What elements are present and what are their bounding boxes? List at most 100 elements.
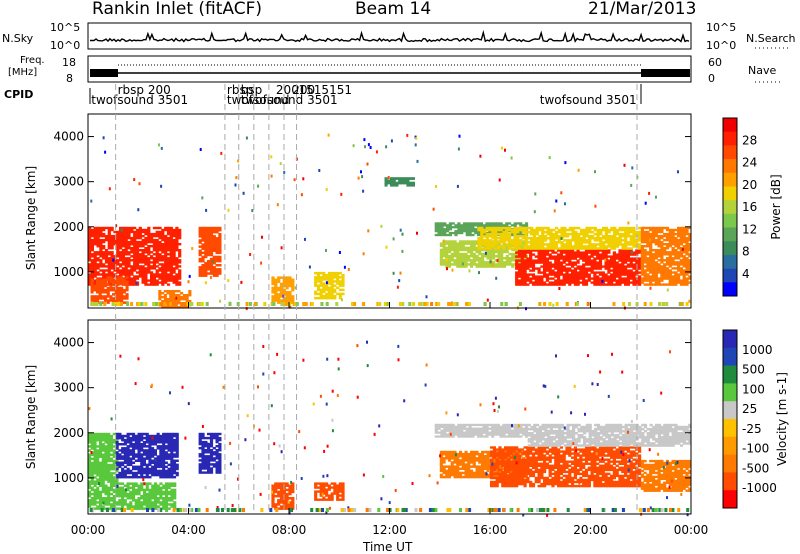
heatmap-cell <box>468 226 472 229</box>
heatmap-cell <box>338 296 342 300</box>
heatmap-cell <box>109 459 113 463</box>
heatmap-cell <box>104 265 109 268</box>
heatmap-cell <box>322 296 326 300</box>
heatmap-cell <box>170 441 174 444</box>
heatmap-cell <box>453 242 457 245</box>
heatmap-cell <box>198 230 202 234</box>
heatmap-cell <box>151 467 155 471</box>
heatmap-cell <box>494 241 498 244</box>
heatmap-cell <box>338 251 341 254</box>
heatmap-cell <box>162 469 166 473</box>
heatmap-cell <box>607 281 611 284</box>
heatmap-cell <box>640 263 644 266</box>
heatmap-cell <box>398 179 402 183</box>
heatmap-cell <box>164 499 168 502</box>
heatmap-cell <box>207 230 211 234</box>
heatmap-cell <box>164 279 168 282</box>
heatmap-cell <box>494 228 498 232</box>
heatmap-cell <box>121 443 125 446</box>
heatmap-cell <box>88 472 92 475</box>
heatmap-cell <box>93 297 97 300</box>
heatmap-cell <box>540 261 544 264</box>
heatmap-cell <box>169 290 173 293</box>
heatmap-cell <box>671 234 675 238</box>
heatmap-cell <box>134 459 138 462</box>
heatmap-cell <box>99 265 103 268</box>
heatmap-cell <box>99 478 103 481</box>
heatmap-cell <box>439 244 443 247</box>
heatmap-cell <box>138 271 142 274</box>
heatmap-cell <box>141 265 145 268</box>
heatmap-cell <box>123 457 127 460</box>
heatmap-cell <box>145 465 149 469</box>
heatmap-cell <box>151 497 155 500</box>
heatmap-cell <box>159 490 163 494</box>
heatmap-cell <box>271 299 275 302</box>
heatmap-cell <box>679 283 683 286</box>
heatmap-cell <box>144 263 148 266</box>
heatmap-cell <box>115 432 119 436</box>
heatmap-cell <box>271 488 275 492</box>
heatmap-cell <box>148 490 152 494</box>
heatmap-cell <box>551 265 555 268</box>
heatmap-cell <box>472 257 476 260</box>
heatmap-cell <box>435 302 439 306</box>
heatmap-cell <box>107 490 111 494</box>
heatmap-cell <box>395 181 399 185</box>
heatmap-cell <box>104 295 108 298</box>
heatmap-cell <box>148 469 152 473</box>
heatmap-cell <box>263 302 267 306</box>
heatmap-cell <box>152 234 156 238</box>
heatmap-cell <box>106 291 110 294</box>
heatmap-cell <box>102 275 106 278</box>
heatmap-cell <box>101 472 105 475</box>
heatmap-cell <box>218 243 222 246</box>
heatmap-cell <box>137 488 141 492</box>
heatmap-cell <box>624 273 628 276</box>
heatmap-cell <box>276 203 279 207</box>
heatmap-cell <box>121 261 125 264</box>
heatmap-cell <box>126 432 130 436</box>
heatmap-cell <box>500 252 504 256</box>
heatmap-cell <box>646 265 650 268</box>
heatmap-cell <box>351 302 354 306</box>
heatmap-cell <box>640 230 644 234</box>
heatmap-cell <box>201 247 205 250</box>
heatmap-cell <box>167 471 171 475</box>
heatmap-cell <box>145 455 149 458</box>
heatmap-cell <box>327 278 331 281</box>
heatmap-cell <box>654 253 658 256</box>
heatmap-cell <box>175 249 179 252</box>
heatmap-cell <box>537 253 541 256</box>
heatmap-cell <box>110 234 114 238</box>
heatmap-cell <box>654 273 658 276</box>
heatmap-cell <box>503 257 507 260</box>
heatmap-cell <box>632 230 636 234</box>
heatmap-cell <box>439 250 443 254</box>
heatmap-cell <box>548 265 552 268</box>
heatmap-cell <box>590 263 594 266</box>
heatmap-cell <box>159 463 163 467</box>
heatmap-cell <box>448 261 452 264</box>
heatmap-cell <box>93 453 97 456</box>
heatmap-cell <box>161 283 165 286</box>
heatmap-cell <box>679 238 683 242</box>
heatmap-cell <box>555 302 559 306</box>
heatmap-cell <box>218 233 222 236</box>
heatmap-cell <box>205 302 209 306</box>
heatmap-cell <box>453 259 457 262</box>
heatmap-cell <box>602 241 606 244</box>
heatmap-cell <box>521 245 524 249</box>
heatmap-cell <box>497 265 501 268</box>
heatmap-cell <box>688 247 692 250</box>
heatmap-cell <box>198 241 202 244</box>
heatmap-cell <box>121 436 125 440</box>
heatmap-cell <box>586 302 590 306</box>
heatmap-cell <box>630 183 633 187</box>
heatmap-cell <box>112 453 116 456</box>
heatmap-cell <box>470 248 474 252</box>
heatmap-cell <box>96 465 100 469</box>
heatmap-cell <box>651 234 656 238</box>
heatmap-cell <box>161 275 165 278</box>
heatmap-cell <box>677 255 681 258</box>
